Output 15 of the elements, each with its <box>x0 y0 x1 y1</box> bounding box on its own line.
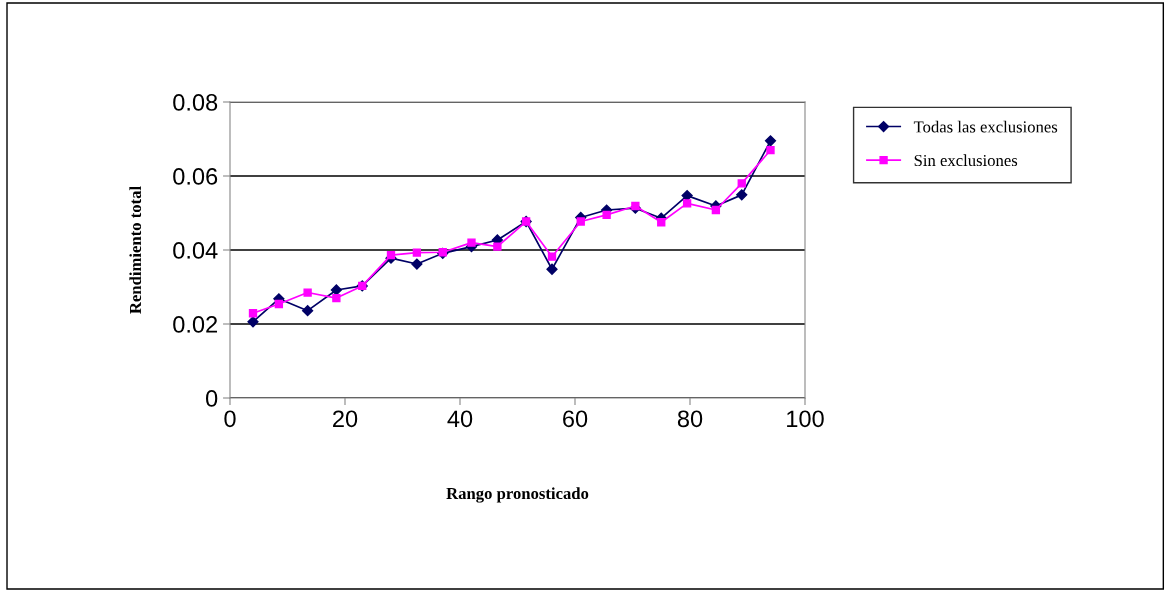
x-tick-label: 80 <box>677 410 703 428</box>
x-tick-label: 0 <box>224 410 236 428</box>
y-tick-label: 0 <box>205 390 218 407</box>
y-tick-label: 0.02 <box>173 316 218 333</box>
x-tick-label: 20 <box>333 410 358 428</box>
y-tick-label: 0.06 <box>173 168 218 185</box>
y-tick-label: 0.08 <box>173 94 218 111</box>
legend-label: Sin exclusiones <box>914 154 1018 167</box>
y-tick-label: 0.04 <box>173 242 218 259</box>
x-axis-title: Rango pronosticado <box>446 487 589 503</box>
x-tick-label: 60 <box>563 410 588 428</box>
legend-label: Todas las exclusiones <box>913 120 1058 133</box>
x-tick-label: 40 <box>447 410 473 428</box>
x-tick-label: 100 <box>787 410 824 428</box>
y-axis-title: Rendimiento total <box>129 186 142 314</box>
